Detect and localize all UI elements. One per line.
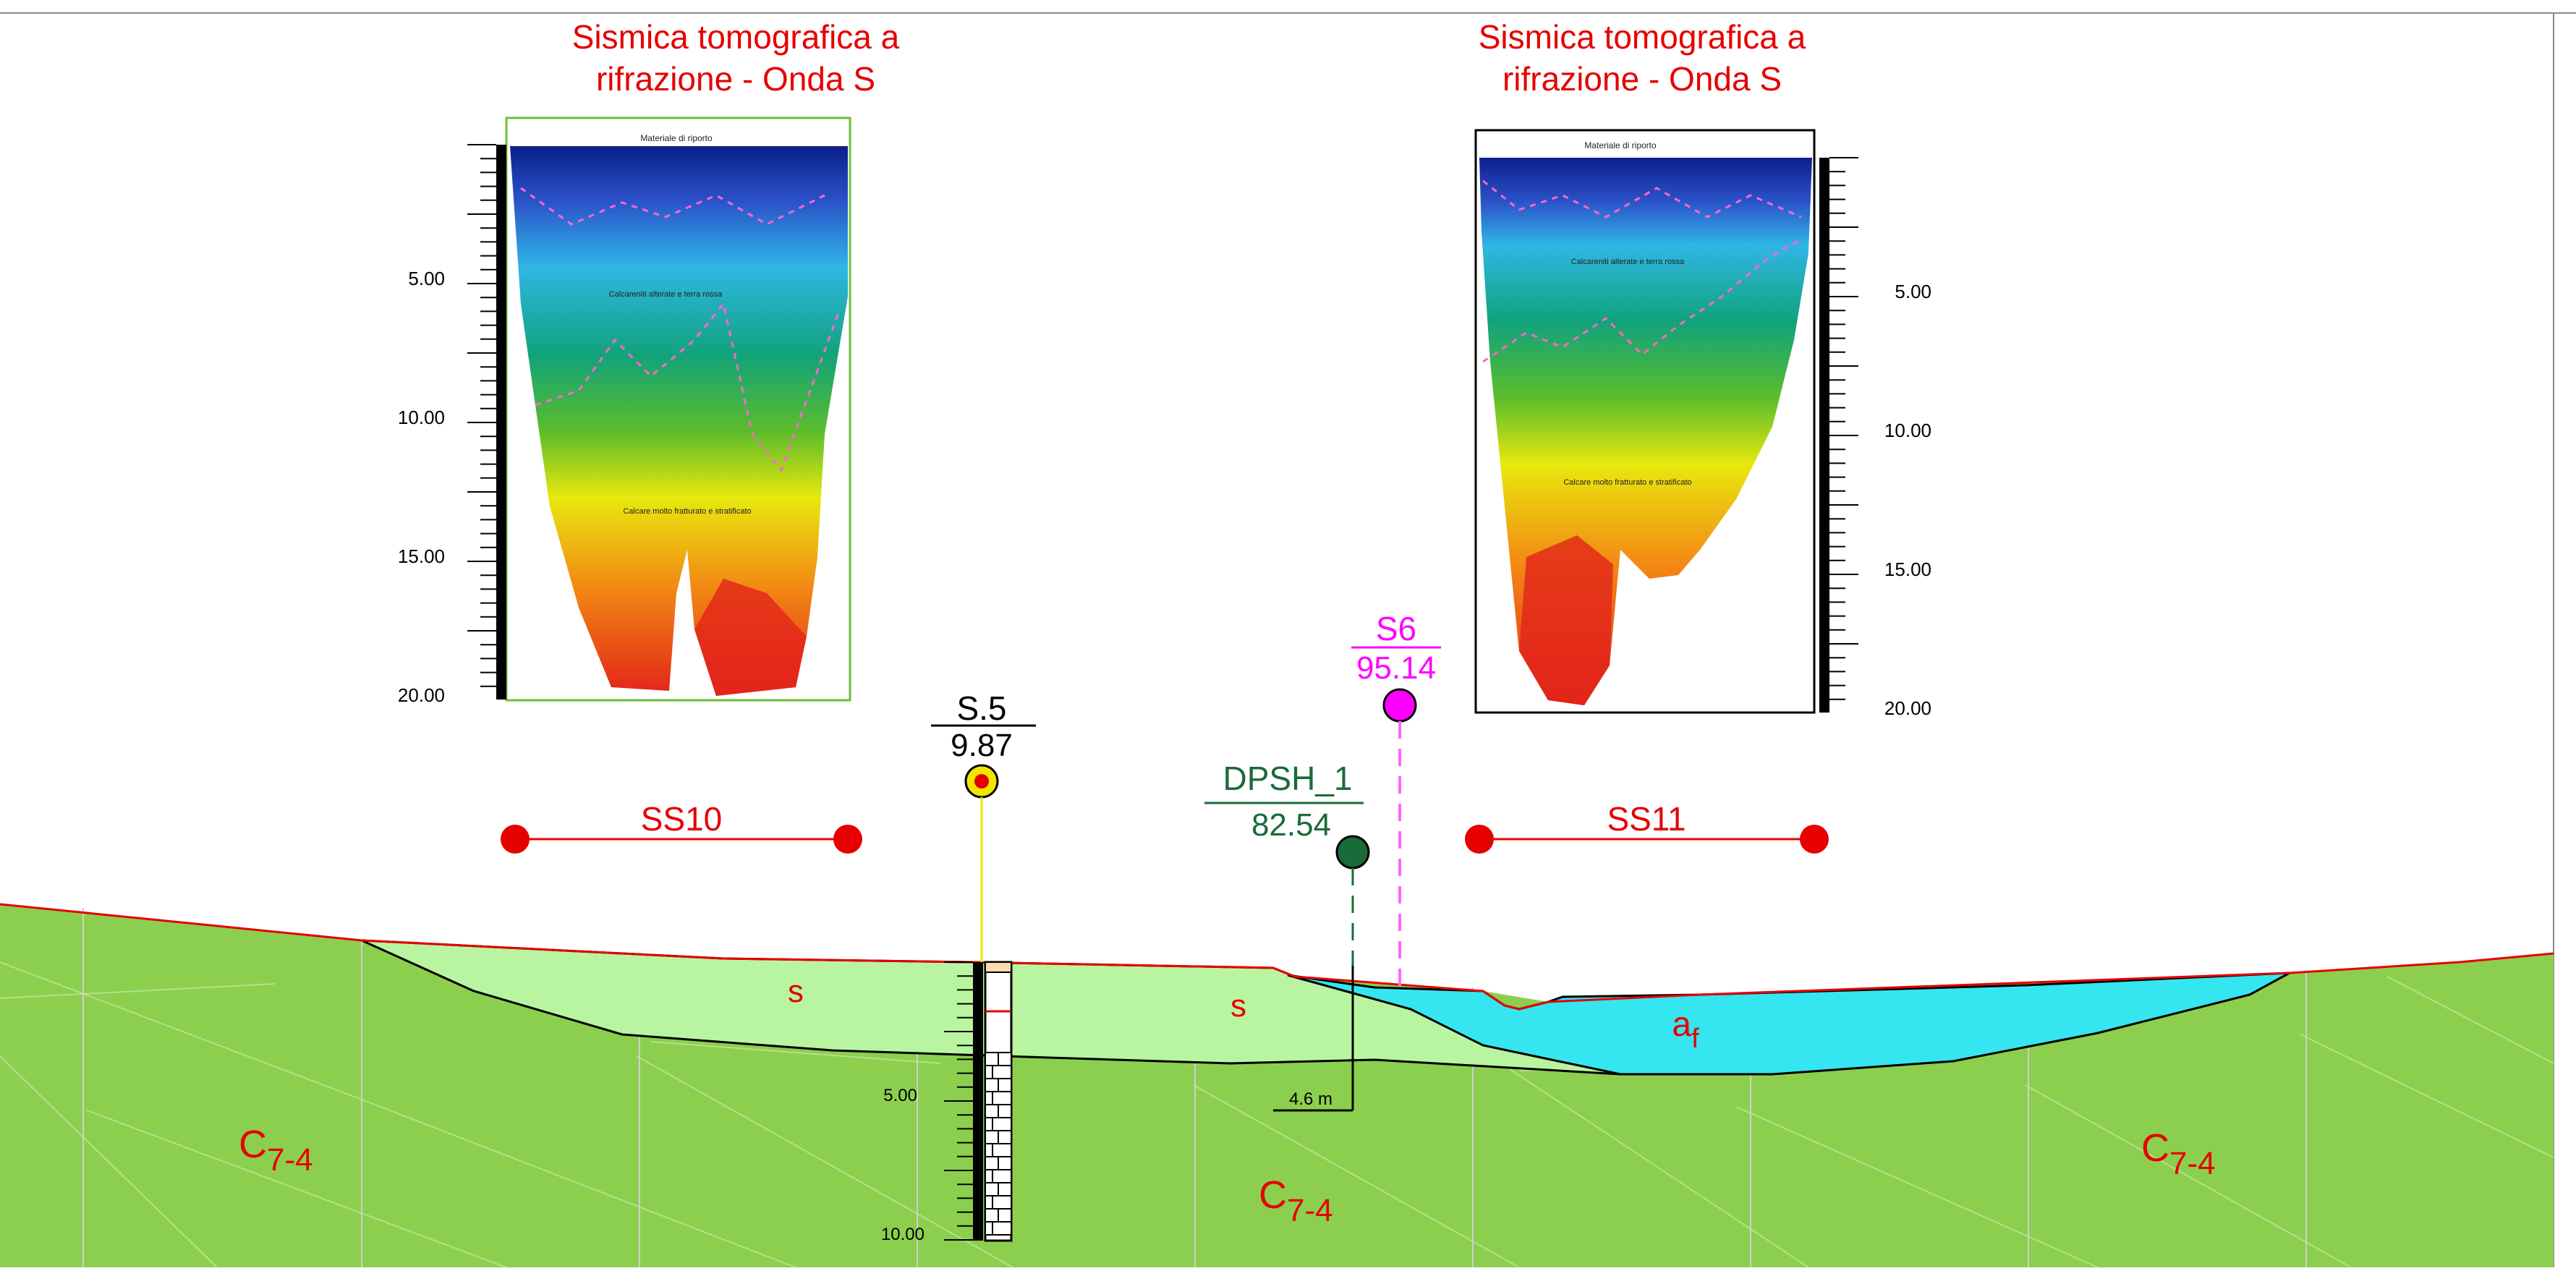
- left-scale-15: 15.00: [398, 545, 445, 567]
- s5-scale-5: 5.00: [883, 1086, 917, 1105]
- core-brick-row: [985, 1065, 1012, 1079]
- seismic-panel-right: Sismica tomografica a rifrazione - Onda …: [1474, 18, 1931, 719]
- dpsh-marker: [1335, 835, 1370, 870]
- right-tomography-red-zone: [1519, 535, 1613, 705]
- left-scale-20: 20.00: [398, 684, 445, 706]
- left-tomography-red-zone: [694, 579, 807, 696]
- left-scale-10: 10.00: [398, 407, 445, 428]
- ss11-line: SS11: [1465, 800, 1829, 854]
- right-inner-label-low: Calcare molto fratturato e stratificato: [1563, 478, 1691, 487]
- s5-value: 9.87: [951, 728, 1013, 763]
- core-brick-row: [985, 1169, 1012, 1183]
- unit-label-s-left: s: [788, 974, 804, 1009]
- ss11-label: SS11: [1607, 800, 1686, 838]
- left-scale-5: 5.00: [408, 268, 445, 289]
- unit-label-c74-right: C7-4: [2141, 1126, 2216, 1181]
- s6-marker: [1382, 688, 1417, 723]
- point-s6: S6 95.14: [1351, 610, 1441, 987]
- ground-surface-line: [0, 903, 2554, 1011]
- core-brick-row: [985, 1221, 1012, 1236]
- ss10-line: SS10: [501, 800, 862, 854]
- left-inner-label-low: Calcare molto fratturato e stratificato: [623, 507, 751, 516]
- unit-label-c74-center: C7-4: [1259, 1173, 1333, 1228]
- dpsh-depth-label: 4.6 m: [1289, 1089, 1332, 1109]
- dpsh-value: 82.54: [1251, 807, 1331, 843]
- ss11-start-marker: [1465, 825, 1494, 854]
- s5-core-top: [985, 961, 1012, 973]
- right-inner-label-top: Materiale di riporto: [1584, 140, 1657, 150]
- left-depth-ruler: [496, 145, 506, 700]
- left-tomography-image: [510, 146, 848, 696]
- ss11-end-marker: [1800, 825, 1829, 854]
- right-inner-label-mid: Calcareniti alterate e terra rossa: [1571, 258, 1685, 266]
- right-ruler-ticks: [1829, 157, 1858, 700]
- left-tomography-boundary-1: [520, 187, 825, 226]
- ss10-label: SS10: [641, 800, 723, 838]
- unit-label-s-right: s: [1230, 988, 1246, 1024]
- right-scale-20: 20.00: [1884, 697, 1931, 719]
- unit-label-af: af: [1672, 1006, 1699, 1054]
- right-scale-10: 10.00: [1884, 420, 1931, 441]
- unit-label-c74-left: C7-4: [239, 1123, 313, 1178]
- s5-scale-10: 10.00: [881, 1225, 924, 1244]
- seismic-panel-left: Sismica tomografica a rifrazione - Onda …: [398, 18, 900, 706]
- s5-ruler-ticks: [944, 961, 973, 1241]
- s5-name: S.5: [956, 689, 1006, 727]
- right-scale-15: 15.00: [1884, 558, 1931, 580]
- borehole-s5: S.5 9.87 5.00 10.00: [881, 689, 1036, 1244]
- s6-value: 95.14: [1356, 650, 1436, 686]
- ss10-start-marker: [501, 825, 530, 854]
- point-dpsh1: DPSH_1 82.54 4.6 m: [1204, 760, 1370, 1112]
- left-panel-title-line2: rifrazione - Onda S: [596, 60, 875, 98]
- left-panel-title-line1: Sismica tomografica a: [572, 18, 900, 56]
- s5-marker-core: [974, 774, 989, 788]
- left-ruler-ticks: [467, 144, 496, 687]
- s6-name: S6: [1376, 610, 1416, 647]
- ss10-end-marker: [833, 825, 862, 854]
- right-panel-title-line2: rifrazione - Onda S: [1502, 60, 1782, 98]
- core-brick-row: [985, 1091, 1012, 1105]
- left-inner-label-top: Materiale di riporto: [640, 133, 713, 143]
- right-depth-ruler: [1819, 158, 1829, 713]
- dpsh-name: DPSH_1: [1223, 760, 1353, 797]
- right-panel-title-line1: Sismica tomografica a: [1479, 18, 1806, 56]
- core-brick-row: [985, 1117, 1012, 1131]
- core-brick-row: [985, 1195, 1012, 1210]
- left-inner-label-mid: Calcareniti alterate e terra rossa: [609, 290, 723, 299]
- s5-depth-ruler: [973, 962, 983, 1241]
- s5-core-limestone: [985, 1052, 1012, 1236]
- core-brick-row: [985, 1143, 1012, 1157]
- right-scale-5: 5.00: [1895, 281, 1931, 302]
